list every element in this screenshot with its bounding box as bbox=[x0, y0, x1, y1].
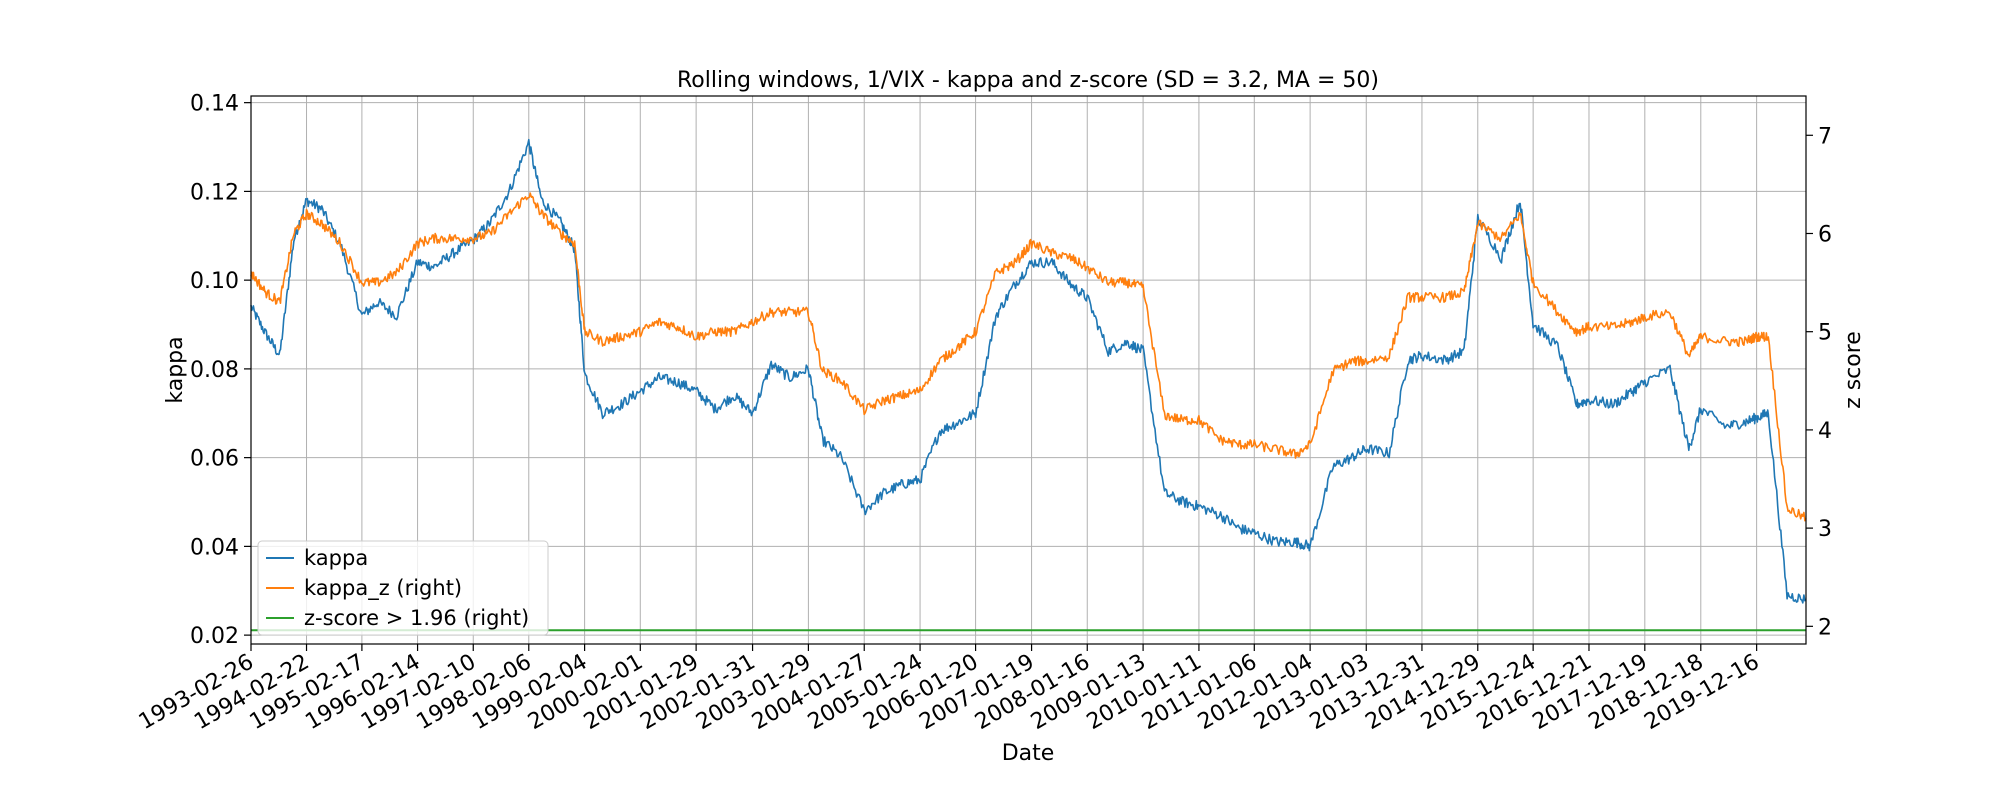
y-tick-label: 0.06 bbox=[190, 447, 239, 472]
y2-tick-label: 5 bbox=[1818, 321, 1832, 346]
legend-label-kappa: kappa bbox=[304, 546, 368, 570]
y2-tick-label: 4 bbox=[1818, 419, 1832, 444]
left-axis-ticks: 0.02 0.04 0.06 0.08 0.10 0.12 0.14 bbox=[190, 92, 251, 649]
y2-axis-label: z score bbox=[1841, 331, 1866, 409]
y2-tick-label: 2 bbox=[1818, 615, 1832, 640]
y-tick-label: 0.04 bbox=[190, 535, 239, 560]
series-line-0 bbox=[250, 138, 1807, 604]
y-tick-label: 0.10 bbox=[190, 269, 239, 294]
chart-title: Rolling windows, 1/VIX - kappa and z-sco… bbox=[677, 68, 1379, 93]
right-axis-ticks: 2 3 4 5 6 7 bbox=[1806, 124, 1832, 640]
y-tick-label: 0.08 bbox=[190, 358, 239, 383]
legend-box bbox=[257, 540, 549, 636]
y-axis-label: kappa bbox=[163, 336, 188, 403]
plot-area-frame bbox=[250, 95, 1807, 645]
legend-label-kappa-z: kappa_z (right) bbox=[304, 576, 462, 601]
legend-label-z-threshold: z-score > 1.96 (right) bbox=[304, 606, 529, 630]
series-line-1 bbox=[250, 192, 1807, 522]
y2-tick-label: 7 bbox=[1818, 124, 1832, 149]
y-tick-label: 0.14 bbox=[190, 92, 239, 117]
y2-tick-label: 3 bbox=[1818, 517, 1832, 542]
y-tick-label: 0.12 bbox=[190, 180, 239, 205]
y-tick-label: 0.02 bbox=[190, 624, 239, 649]
x-axis-label: Date bbox=[1002, 741, 1055, 766]
y2-tick-label: 6 bbox=[1818, 222, 1832, 247]
legend: kappa kappa_z (right) z-score > 1.96 (ri… bbox=[257, 540, 549, 636]
x-axis-ticks: 1993-02-261994-02-221995-02-171996-02-14… bbox=[135, 644, 1764, 735]
